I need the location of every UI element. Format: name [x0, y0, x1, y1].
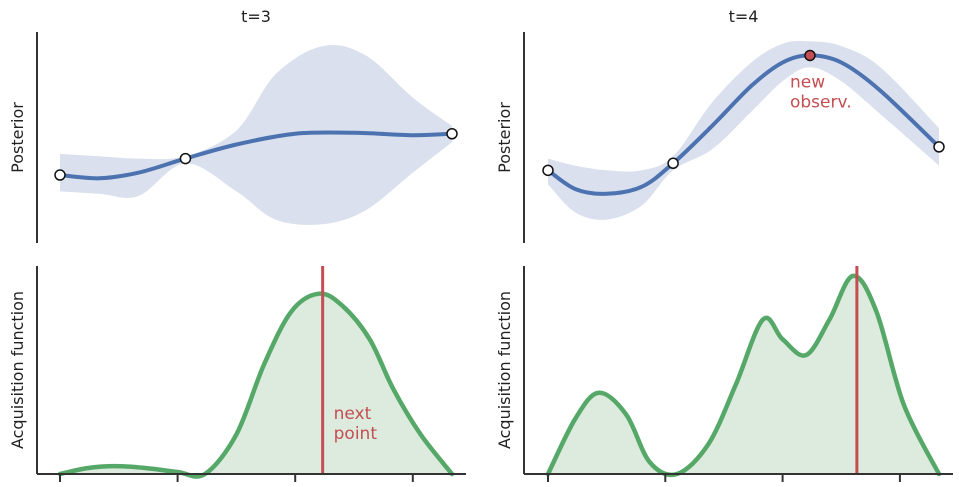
new-observation-point: [804, 49, 816, 62]
uncertainty-band: [60, 44, 452, 225]
panel-title: t=3: [241, 7, 271, 26]
observation-point: [933, 141, 945, 153]
observation-point: [54, 169, 66, 181]
y-axis-label: Posterior: [8, 102, 27, 173]
mean-line: [58, 130, 454, 181]
acquisition-fill: [548, 275, 939, 475]
chart-panel-3: Acquisition function: [495, 266, 953, 482]
acquisition-line: [57, 291, 455, 479]
annotation-text: observ.: [790, 92, 852, 112]
observation-point: [667, 157, 679, 170]
annotation-text: new: [790, 72, 825, 92]
y-axis-label: Posterior: [495, 102, 514, 173]
chart-panel-0: t=3 Posterior: [8, 7, 458, 243]
observation-point: [542, 164, 554, 177]
uncertainty-band: [548, 41, 939, 220]
panel-title: t=4: [729, 7, 759, 26]
observation-point: [446, 127, 458, 140]
acquisition-line: [545, 273, 942, 478]
y-axis-label: Acquisition function: [8, 291, 27, 449]
annotation-text: point: [334, 424, 378, 444]
annotation-text: next: [334, 404, 372, 424]
observation-point: [179, 152, 192, 165]
mean-line: [546, 53, 941, 196]
y-axis-label: Acquisition function: [495, 291, 514, 449]
